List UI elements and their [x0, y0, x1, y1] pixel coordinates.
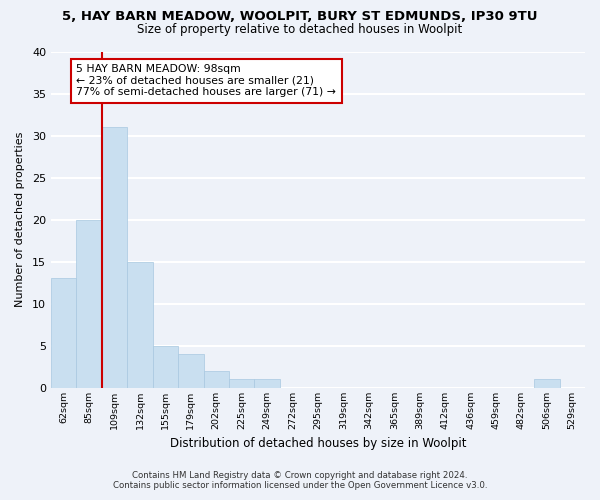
Bar	[178, 354, 203, 388]
Bar	[102, 127, 127, 388]
Bar	[51, 278, 76, 388]
Text: 5 HAY BARN MEADOW: 98sqm
← 23% of detached houses are smaller (21)
77% of semi-d: 5 HAY BARN MEADOW: 98sqm ← 23% of detach…	[76, 64, 336, 98]
Y-axis label: Number of detached properties: Number of detached properties	[15, 132, 25, 307]
Bar	[254, 379, 280, 388]
Bar	[534, 379, 560, 388]
Text: 5, HAY BARN MEADOW, WOOLPIT, BURY ST EDMUNDS, IP30 9TU: 5, HAY BARN MEADOW, WOOLPIT, BURY ST EDM…	[62, 10, 538, 23]
Text: Contains HM Land Registry data © Crown copyright and database right 2024.
Contai: Contains HM Land Registry data © Crown c…	[113, 470, 487, 490]
Text: Size of property relative to detached houses in Woolpit: Size of property relative to detached ho…	[137, 22, 463, 36]
Bar	[76, 220, 102, 388]
Bar	[203, 370, 229, 388]
X-axis label: Distribution of detached houses by size in Woolpit: Distribution of detached houses by size …	[170, 437, 466, 450]
Bar	[127, 262, 152, 388]
Bar	[152, 346, 178, 388]
Bar	[229, 379, 254, 388]
